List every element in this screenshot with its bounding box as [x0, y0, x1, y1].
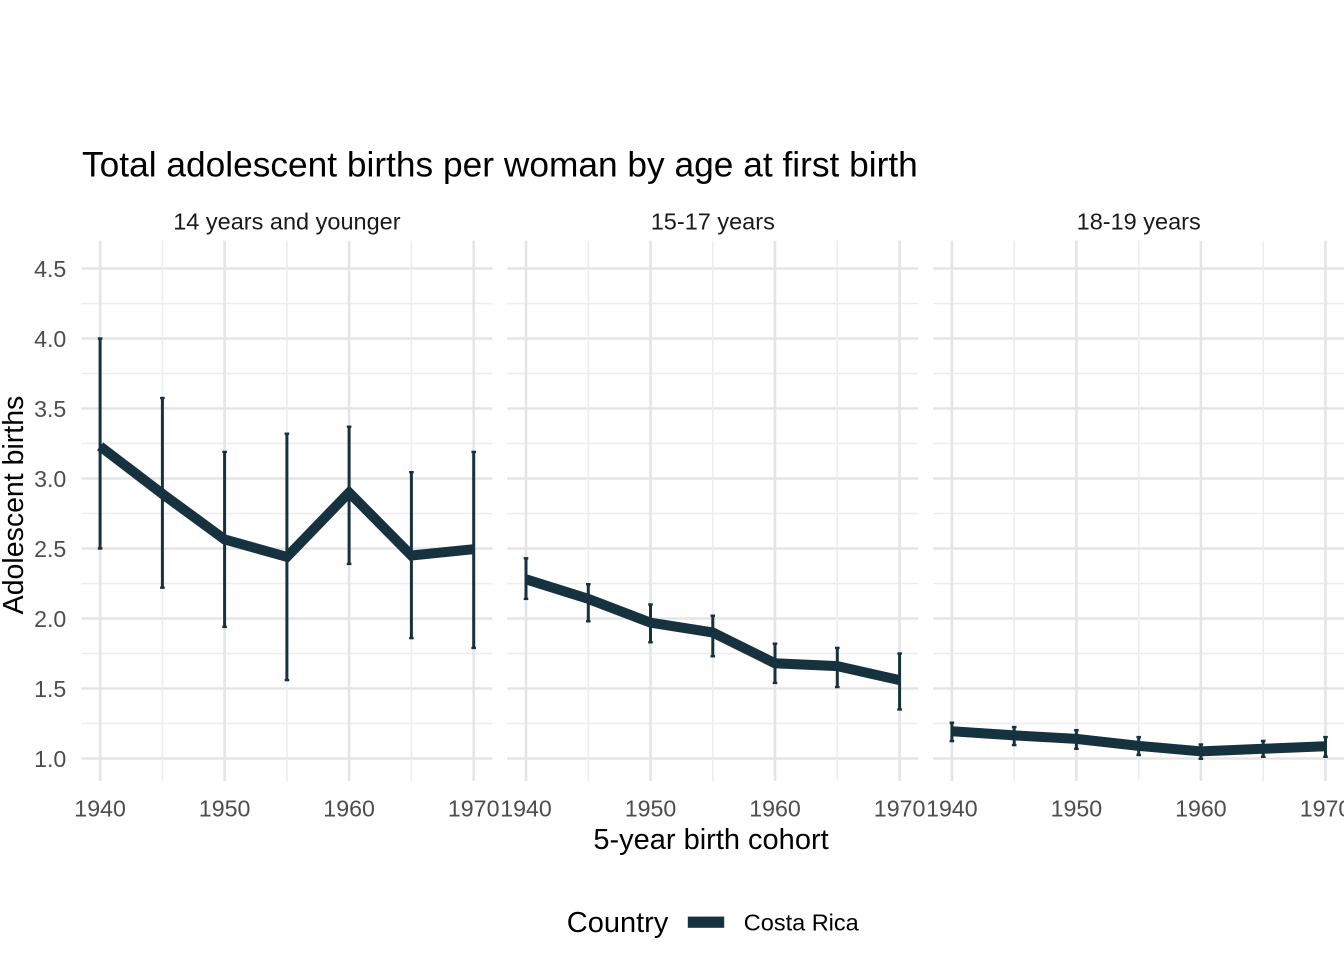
svg-text:Country: Country — [567, 907, 669, 939]
svg-text:3.0: 3.0 — [34, 466, 66, 492]
svg-text:1970: 1970 — [448, 795, 500, 821]
svg-text:1970: 1970 — [1300, 795, 1344, 821]
svg-text:15-17 years: 15-17 years — [651, 209, 775, 235]
svg-text:Total adolescent births per wo: Total adolescent births per woman by age… — [82, 145, 918, 184]
svg-text:3.5: 3.5 — [34, 396, 66, 422]
svg-text:4.5: 4.5 — [34, 256, 66, 282]
svg-text:1960: 1960 — [749, 795, 801, 821]
svg-text:2.5: 2.5 — [34, 536, 66, 562]
svg-text:1950: 1950 — [199, 795, 251, 821]
svg-text:1940: 1940 — [74, 795, 126, 821]
svg-text:1950: 1950 — [625, 795, 677, 821]
svg-text:1.0: 1.0 — [34, 746, 66, 772]
svg-text:1.5: 1.5 — [34, 676, 66, 702]
svg-text:14 years and younger: 14 years and younger — [173, 209, 400, 235]
svg-text:5-year birth cohort: 5-year birth cohort — [593, 824, 828, 856]
svg-text:1940: 1940 — [926, 795, 978, 821]
svg-text:1950: 1950 — [1051, 795, 1103, 821]
svg-text:1960: 1960 — [1175, 795, 1227, 821]
svg-text:4.0: 4.0 — [34, 326, 66, 352]
svg-text:Adolescent births: Adolescent births — [0, 396, 30, 615]
svg-text:2.0: 2.0 — [34, 606, 66, 632]
svg-text:1940: 1940 — [500, 795, 552, 821]
svg-text:1970: 1970 — [874, 795, 926, 821]
svg-text:Costa Rica: Costa Rica — [744, 909, 860, 935]
svg-text:18-19 years: 18-19 years — [1077, 209, 1201, 235]
svg-text:1960: 1960 — [323, 795, 375, 821]
